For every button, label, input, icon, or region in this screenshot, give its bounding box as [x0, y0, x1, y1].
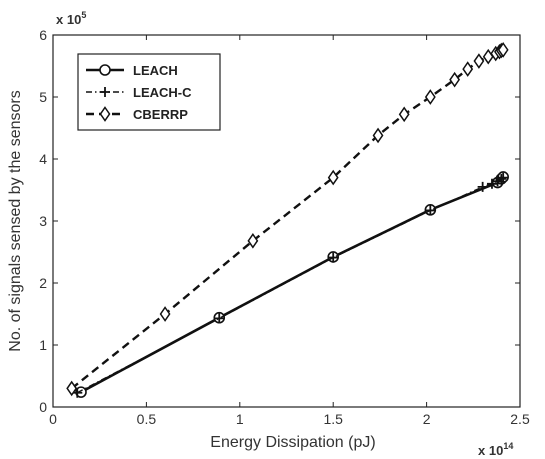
series-layer — [66, 42, 509, 398]
series-line-leach — [80, 176, 505, 394]
data-point-cberrp — [247, 233, 259, 249]
y-tick-label: 1 — [39, 337, 47, 353]
y-tick-label: 6 — [39, 27, 47, 43]
legend-entry-cberrp: CBERRP — [86, 106, 188, 122]
x-tick-label: 1.5 — [323, 411, 343, 427]
legend-marker-cberrp — [99, 106, 111, 122]
data-point-cberrp — [473, 53, 485, 69]
y-tick-label: 0 — [39, 399, 47, 415]
y-tick-label: 4 — [39, 151, 47, 167]
x-tick-label: 0 — [49, 411, 57, 427]
legend-marker-leach — [99, 64, 111, 76]
data-point-leach-c — [496, 173, 507, 184]
y-tick-label: 2 — [39, 275, 47, 291]
plot-area-frame — [52, 34, 521, 408]
series-leach-c — [72, 172, 509, 398]
data-point-cberrp — [327, 169, 339, 186]
y-axis-label: No. of signals sensed by the sensors — [7, 90, 24, 351]
data-point-leach-c — [425, 205, 436, 216]
legend-marker-leach-c — [100, 87, 110, 97]
series-cberrp — [66, 42, 509, 397]
data-point-cberrp — [462, 61, 474, 77]
series-leach — [75, 171, 509, 398]
x-tick-label: 0.5 — [137, 411, 157, 427]
legend-label-leach: LEACH — [133, 63, 178, 78]
legend-label-cberrp: CBERRP — [133, 107, 188, 122]
data-point-cberrp — [66, 380, 78, 397]
x-tick-label: 2 — [423, 411, 431, 427]
legend-label-leach-c: LEACH-C — [133, 85, 192, 100]
data-point-leach-c — [214, 313, 225, 324]
axis-ticks: 0 0.5 1 1.5 2 2.5 0 1 2 3 4 5 6 — [39, 27, 530, 427]
x-axis-label: Energy Dissipation (pJ) — [210, 434, 375, 451]
series-line-cberrp — [70, 48, 504, 390]
legend-entry-leach-c: LEACH-C — [86, 85, 192, 100]
x-tick-label: 1 — [236, 411, 244, 427]
data-point-cberrp — [159, 306, 171, 322]
x-tick-label: 2.5 — [510, 411, 530, 427]
y-tick-label: 5 — [39, 89, 47, 105]
data-point-cberrp — [372, 127, 384, 144]
data-point-leach-c — [486, 178, 497, 189]
data-point-leach-c — [477, 181, 488, 192]
data-point-cberrp — [449, 71, 461, 88]
legend: LEACH LEACH-C CBERRP — [77, 53, 221, 131]
data-point-leach-c — [498, 172, 509, 183]
y-axis-multiplier: x 105 — [56, 10, 86, 27]
data-point-cberrp — [424, 89, 436, 105]
data-point-cberrp — [497, 42, 509, 58]
data-point-cberrp — [398, 106, 410, 123]
legend-entry-leach: LEACH — [86, 63, 178, 78]
x-axis-multiplier: x 1014 — [478, 441, 513, 458]
y-tick-label: 3 — [39, 213, 47, 229]
data-point-leach-c — [328, 252, 339, 263]
